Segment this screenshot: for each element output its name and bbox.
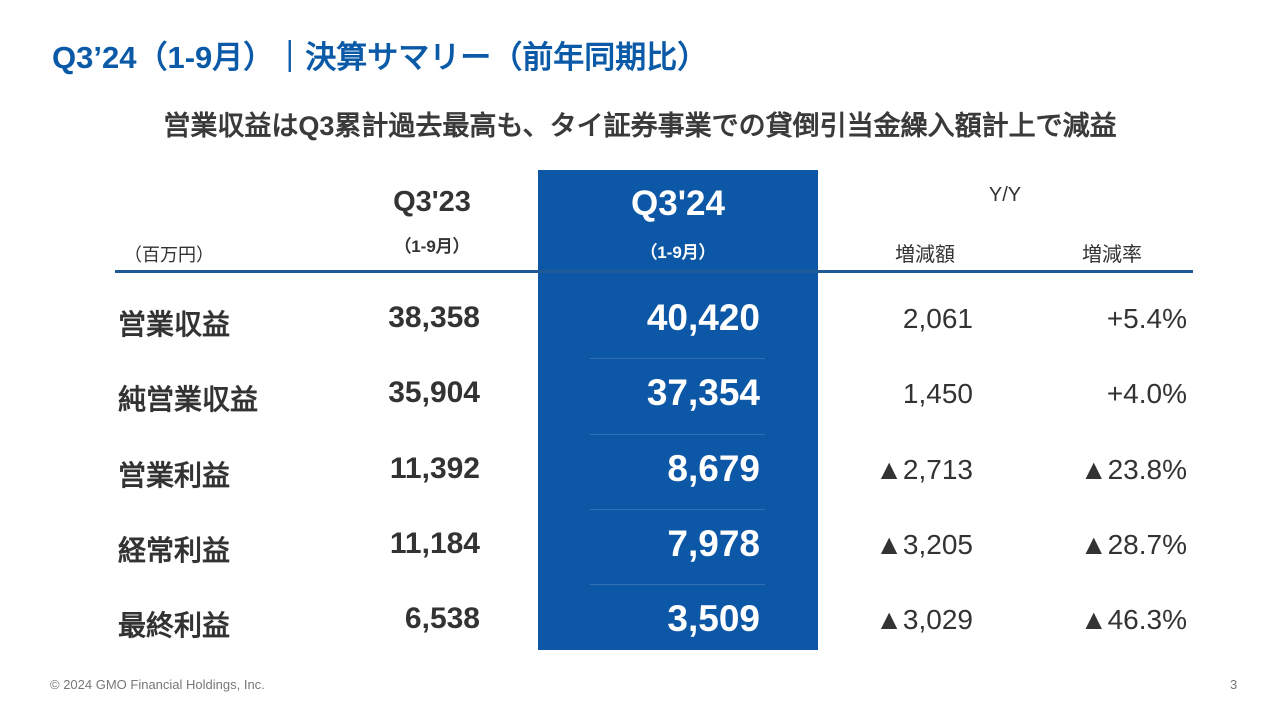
row-divider	[590, 508, 765, 510]
unit: （百万円）	[124, 245, 214, 265]
column-header: Q3'23	[393, 186, 471, 218]
yoy-change: 2,061	[902, 303, 973, 334]
row-label: 経常利益	[118, 534, 231, 566]
q3-24-value: 40,420	[646, 297, 760, 338]
q3-23-value: 35,904	[388, 376, 480, 410]
yoy-rate: ▲46.3%	[1079, 604, 1187, 636]
row-divider	[590, 358, 765, 360]
column-period: （1-9月）	[640, 243, 716, 262]
yoy-rate: ▲28.7%	[1079, 528, 1187, 560]
header-rule	[115, 270, 1193, 273]
q3-23-value: 11,184	[389, 526, 480, 560]
row-label: 純営業収益	[118, 384, 259, 416]
q3-24-value: 37,354	[646, 372, 760, 414]
yoy-change: 1,450	[902, 378, 973, 410]
column-period: （1-9月）	[394, 237, 470, 256]
q3-23-value: 11,392	[389, 451, 480, 485]
row-divider	[590, 433, 765, 435]
copyright: © 2024 GMO Financial Holdings, Inc.	[50, 677, 265, 692]
q3-23-value: 6,538	[404, 602, 480, 636]
yoy-header: Y/Y	[988, 184, 1022, 206]
yoy-rate: +5.4%	[1106, 303, 1187, 334]
yoy-rate: +4.0%	[1106, 378, 1187, 410]
row-label: 営業収益	[118, 309, 231, 340]
yoy-change: ▲3,029	[875, 604, 973, 636]
q3-23-value: 38,358	[388, 301, 480, 334]
yoy-change: ▲3,205	[875, 528, 973, 560]
row-divider	[590, 584, 765, 586]
page-number: 3	[1230, 677, 1238, 692]
highlight-column	[538, 170, 818, 650]
q3-24-value: 3,509	[667, 598, 760, 640]
subtitle: 営業収益はQ3累計過去最高も、タイ証券事業での貸倒引当金繰入額計上で減益	[163, 111, 1117, 141]
column-header: Q3'24	[631, 184, 725, 223]
row-label: 最終利益	[118, 610, 231, 642]
yoy-column: 増減額	[895, 244, 955, 266]
yoy-column: 増減率	[1082, 244, 1142, 266]
row-label: 営業利益	[118, 459, 231, 491]
q3-24-value: 8,679	[667, 447, 760, 489]
yoy-change: ▲2,713	[875, 453, 973, 485]
title: Q3’24（1-9月）｜決算サマリー（前年同期比）	[52, 40, 709, 75]
yoy-rate: ▲23.8%	[1079, 453, 1187, 485]
q3-24-value: 7,978	[667, 522, 760, 564]
